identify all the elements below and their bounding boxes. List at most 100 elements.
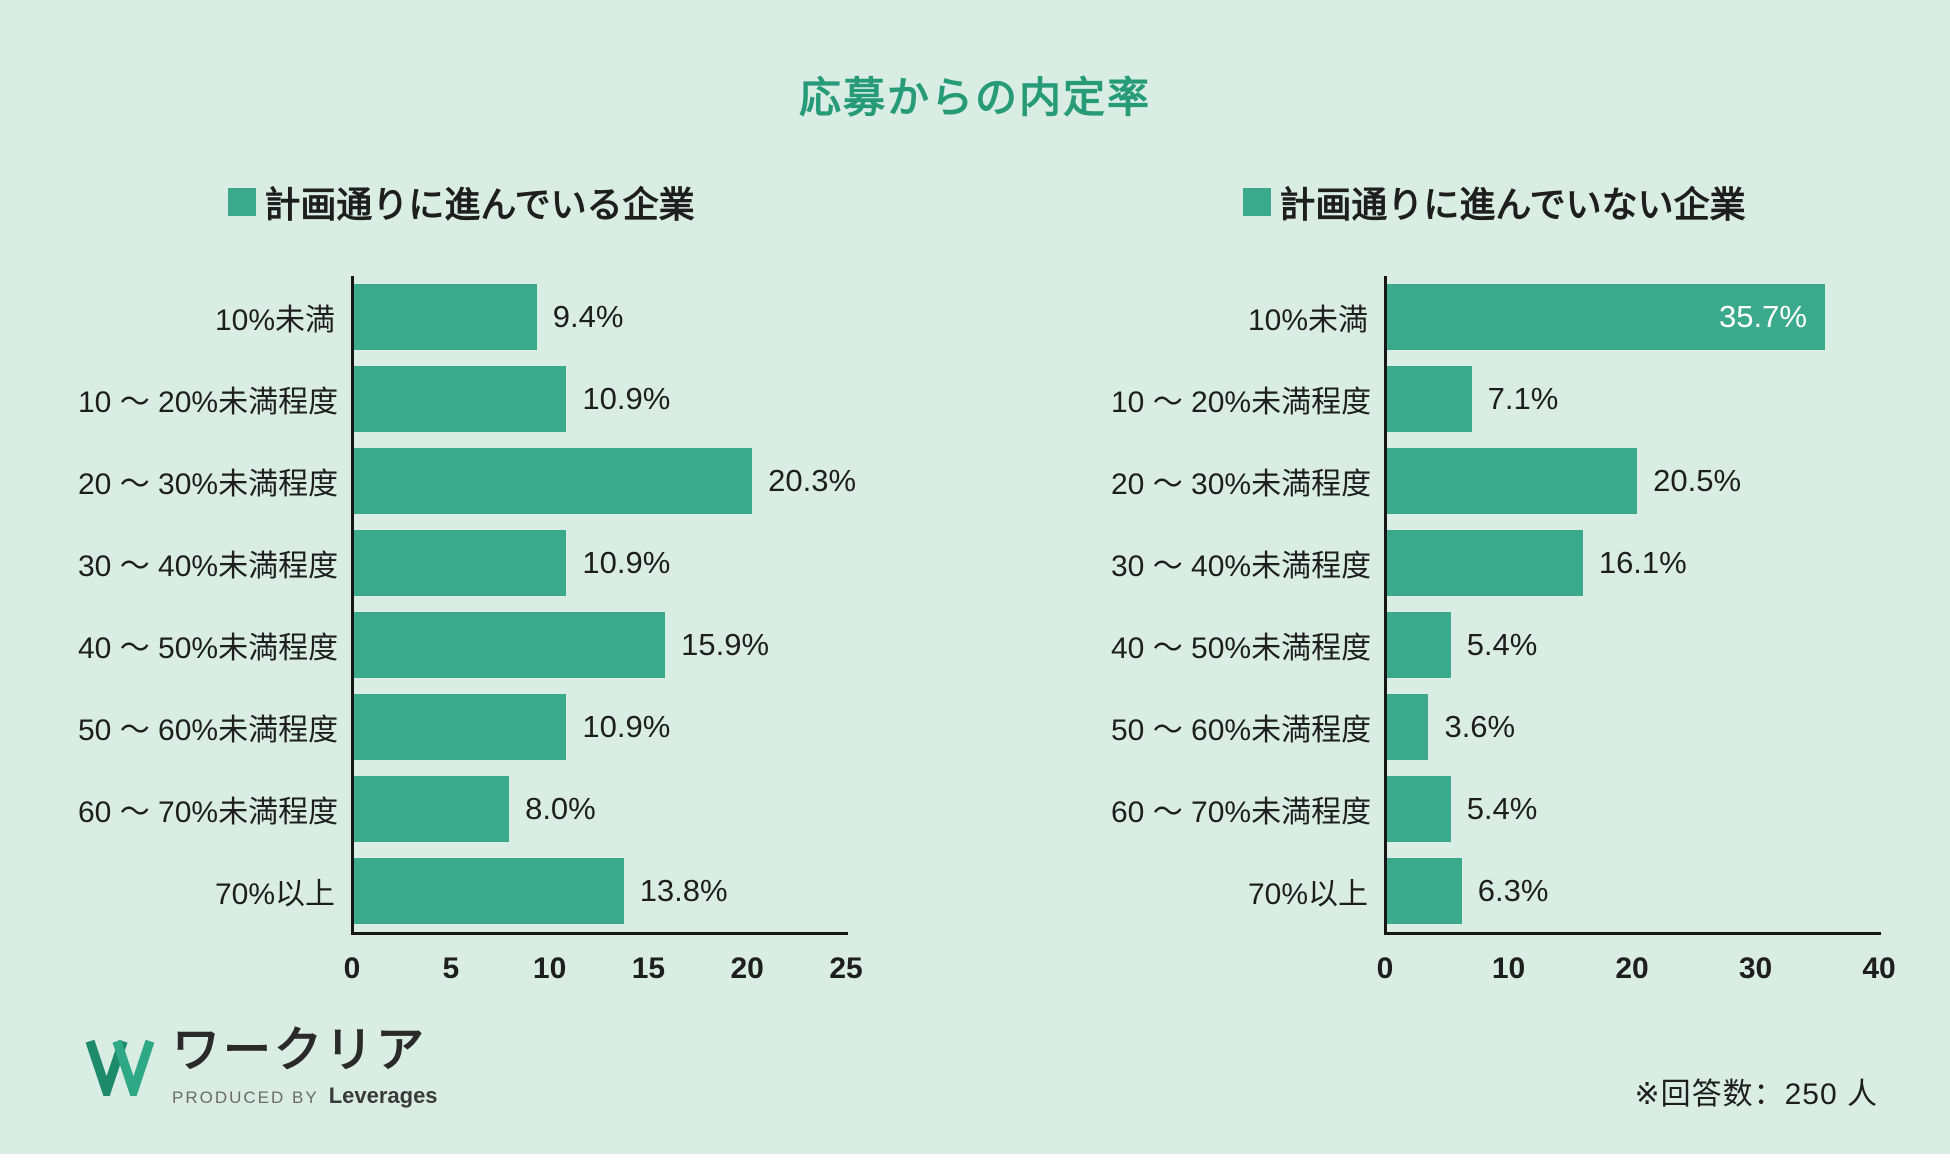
x-axis-line — [1384, 932, 1881, 935]
bar-track: 10.9% — [351, 366, 845, 432]
bar — [351, 858, 624, 924]
value-label: 5.4% — [1466, 627, 1538, 662]
value-label: 16.1% — [1598, 545, 1687, 580]
bar-row: 10 ～ 20%未満程度 7.1% — [1111, 358, 1878, 440]
bar-row: 30 ～ 40%未満程度 16.1% — [1111, 522, 1878, 604]
bar-row: 50 ～ 60%未満程度 3.6% — [1111, 686, 1878, 768]
logo-text-block: ワークリア PRODUCED BY Leverages — [172, 1023, 438, 1109]
bar — [351, 530, 567, 596]
x-axis: 0 5 10 15 20 25 — [344, 952, 863, 994]
bar — [1384, 776, 1451, 842]
chart-legend: 計画通りに進んでいる企業 — [78, 179, 845, 225]
value-label: 8.0% — [525, 791, 596, 826]
value-label: 5.4% — [1466, 791, 1538, 826]
value-label: 6.3% — [1477, 873, 1549, 908]
bar-track: 9.4% — [351, 284, 845, 350]
bar-track: 20.3% — [351, 448, 856, 514]
category-label: 50 ～ 60%未満程度 — [1111, 714, 1372, 747]
x-tick-label: 0 — [1376, 952, 1394, 985]
category-label: 10 ～ 20%未満程度 — [1111, 386, 1372, 419]
bar — [351, 448, 753, 514]
category-label: 10%未満 — [1247, 304, 1368, 337]
respondent-count-note: ※回答数：250 人 — [1634, 1078, 1878, 1111]
x-axis: 0 10 20 30 40 — [1377, 952, 1896, 994]
charts-container: 計画通りに進んでいる企業 10%未満 9.4% 10 ～ 20%未満程度 10.9% 2… — [0, 179, 1950, 1006]
value-label: 13.8% — [639, 873, 728, 908]
bar — [351, 612, 666, 678]
x-tick-label: 10 — [1491, 952, 1526, 985]
bar — [1384, 366, 1472, 432]
bar — [1384, 448, 1638, 514]
x-tick-label: 20 — [1615, 952, 1649, 985]
chart-on-plan-companies: 計画通りに進んでいる企業 10%未満 9.4% 10 ～ 20%未満程度 10.9% 2… — [78, 179, 863, 1006]
category-label: 30 ～ 40%未満程度 — [78, 550, 339, 583]
bar — [1384, 858, 1462, 924]
bar-row: 20 ～ 30%未満程度 20.3% — [78, 440, 856, 522]
bar-rows: 10%未満 9.4% 10 ～ 20%未満程度 10.9% 20 ～ 30%未満程度 20… — [78, 276, 856, 932]
bar-row: 10 ～ 20%未満程度 10.9% — [78, 358, 845, 440]
x-tick-label: 10 — [532, 952, 567, 985]
legend-square-icon — [228, 187, 257, 216]
chart-legend-label: 計画通りに進んでいない企業 — [1279, 183, 1746, 225]
bar — [351, 284, 537, 350]
value-label: 3.6% — [1444, 709, 1516, 744]
category-label: 70%以上 — [214, 878, 335, 911]
value-label: 15.9% — [681, 627, 770, 662]
company-name: Leverages — [328, 1083, 438, 1108]
bar — [351, 694, 567, 760]
category-label: 50 ～ 60%未満程度 — [78, 714, 339, 747]
chart-off-plan-companies: 計画通りに進んでいない企業 10%未満 35.7% 10 ～ 20%未満程度 7.1%… — [1111, 179, 1896, 1006]
bar-track: 13.8% — [351, 858, 845, 924]
bar-track: 10.9% — [351, 694, 845, 760]
value-label: 20.5% — [1653, 463, 1742, 498]
x-tick-label: 20 — [730, 952, 764, 985]
legend-square-icon — [1243, 187, 1272, 216]
bar-row: 30 ～ 40%未満程度 10.9% — [78, 522, 845, 604]
bar-row: 10%未満 9.4% — [78, 276, 845, 358]
value-label: 9.4% — [552, 299, 624, 334]
bottom-strip — [0, 1154, 1950, 1167]
workria-logo: ワークリア PRODUCED BY Leverages — [84, 1023, 438, 1109]
x-tick-label: 40 — [1862, 952, 1896, 985]
x-tick-label: 5 — [442, 952, 460, 985]
bar-row: 60 ～ 70%未満程度 5.4% — [1111, 768, 1878, 850]
category-label: 20 ～ 30%未満程度 — [78, 468, 339, 501]
bar-row: 20 ～ 30%未満程度 20.5% — [1111, 440, 1878, 522]
value-label: 35.7% — [1718, 299, 1807, 334]
category-label: 20 ～ 30%未満程度 — [1111, 468, 1372, 501]
bar — [1384, 612, 1451, 678]
value-label: 10.9% — [582, 381, 671, 416]
produced-by-label: PRODUCED BY — [172, 1088, 319, 1107]
y-axis-line — [351, 276, 354, 935]
workria-w-icon — [85, 1039, 155, 1096]
chart-legend: 計画通りに進んでいない企業 — [1111, 179, 1878, 225]
bar — [1384, 694, 1429, 760]
x-axis-line — [351, 932, 848, 935]
value-label: 10.9% — [582, 709, 671, 744]
page-title: 応募からの内定率 — [798, 74, 1151, 121]
y-axis-line — [1384, 276, 1387, 935]
category-label: 10%未満 — [214, 304, 335, 337]
bar-track: 35.7% — [1384, 284, 1878, 350]
bar-row: 70%以上 13.8% — [78, 850, 845, 932]
x-tick-label: 30 — [1738, 952, 1773, 985]
bar-track: 10.9% — [351, 530, 845, 596]
category-label: 60 ～ 70%未満程度 — [1111, 796, 1372, 829]
bar-track: 3.6% — [1384, 694, 1878, 760]
bar-track: 15.9% — [351, 612, 845, 678]
category-label: 30 ～ 40%未満程度 — [1111, 550, 1372, 583]
bar-plot: 10%未満 35.7% 10 ～ 20%未満程度 7.1% 20 ～ 30%未満程度 20… — [1111, 276, 1896, 1006]
bar — [351, 366, 567, 432]
logo-subline: PRODUCED BY Leverages — [172, 1083, 438, 1109]
bar-track: 16.1% — [1384, 530, 1878, 596]
category-label: 60 ～ 70%未満程度 — [78, 796, 339, 829]
bar-track: 5.4% — [1384, 776, 1878, 842]
bar-row: 50 ～ 60%未満程度 10.9% — [78, 686, 845, 768]
value-label: 10.9% — [582, 545, 671, 580]
logo-name: ワークリア — [172, 1023, 428, 1077]
bar-plot: 10%未満 9.4% 10 ～ 20%未満程度 10.9% 20 ～ 30%未満程度 20… — [78, 276, 863, 1006]
category-label: 40 ～ 50%未満程度 — [78, 632, 339, 665]
bar-row: 10%未満 35.7% — [1111, 276, 1878, 358]
bar-track: 5.4% — [1384, 612, 1878, 678]
